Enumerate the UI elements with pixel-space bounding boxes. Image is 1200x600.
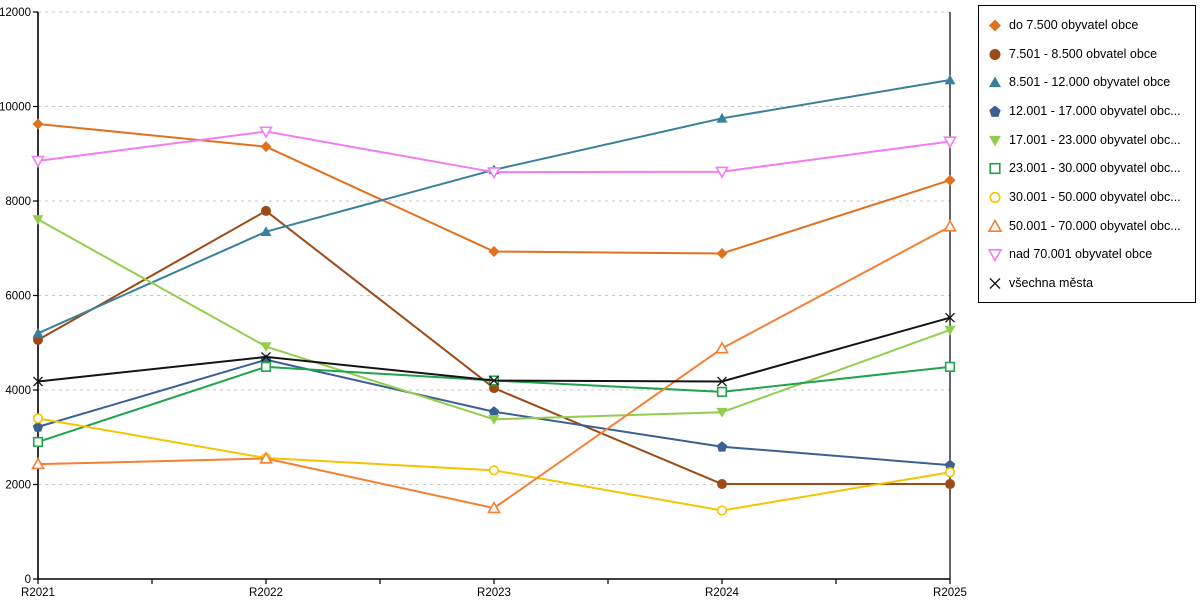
- square-hollow-icon: [989, 163, 1001, 175]
- pentagon-filled-marker: [488, 406, 500, 417]
- legend-item-label: všechna města: [1009, 275, 1094, 290]
- x-cross-marker: [261, 351, 271, 362]
- x-cross-marker: [717, 376, 727, 387]
- triangle-down-filled-marker: [260, 342, 272, 353]
- triangle-down-filled-marker: [716, 407, 728, 418]
- circle-hollow-icon: [989, 191, 1001, 204]
- legend-item-label: 17.001 - 23.000 obyvatel obc...: [1009, 132, 1181, 147]
- diamond-filled-icon: [989, 19, 1001, 32]
- triangle-up-hollow-marker: [715, 341, 729, 354]
- triangle-up-filled-icon: [989, 76, 1001, 88]
- pentagon-filled-marker: [716, 441, 728, 452]
- diamond-filled-marker: [944, 174, 956, 186]
- square-hollow-marker: [32, 436, 44, 448]
- legend-item: nad 70.001 obyvatel obce: [987, 240, 1191, 268]
- circle-filled-icon: [989, 48, 1001, 60]
- diamond-filled-marker: [32, 118, 44, 130]
- x-tick-label: R2025: [933, 587, 967, 599]
- y-tick-label: 4000: [5, 385, 31, 397]
- diamond-filled-marker: [488, 246, 500, 258]
- y-tick-label: 8000: [5, 196, 31, 208]
- circle-hollow-marker: [488, 465, 500, 476]
- y-tick-label: 0: [25, 574, 31, 586]
- triangle-down-hollow-marker: [715, 166, 729, 179]
- square-hollow-marker: [260, 361, 272, 372]
- legend-item-label: 7.501 - 8.500 obvatel obce: [1009, 46, 1158, 61]
- pentagon-filled-icon: [989, 105, 1001, 117]
- circle-filled-marker: [945, 479, 955, 490]
- legend-item-label: nad 70.001 obyvatel obce: [1009, 247, 1153, 262]
- diamond-filled-marker: [716, 247, 728, 259]
- circle-filled-marker: [717, 479, 727, 490]
- pentagon-filled-marker: [32, 421, 44, 432]
- triangle-up-hollow-marker: [31, 457, 45, 470]
- series-line-7: [37, 417, 951, 512]
- triangle-down-filled-icon: [989, 135, 1001, 147]
- circle-hollow-marker: [944, 467, 956, 478]
- triangle-up-filled-marker: [32, 327, 44, 338]
- legend-item: 17.001 - 23.000 obyvatel obc...: [987, 126, 1191, 154]
- square-hollow-marker: [716, 386, 728, 397]
- circle-hollow-marker: [32, 413, 44, 424]
- legend-item-label: 50.001 - 70.000 obyvatel obc...: [1009, 218, 1181, 233]
- triangle-down-hollow-marker: [259, 126, 273, 139]
- legend-item-label: 23.001 - 30.000 obyvatel obc...: [1009, 161, 1181, 176]
- triangle-down-hollow-marker: [31, 155, 45, 168]
- legend-item: 23.001 - 30.000 obyvatel obc...: [987, 154, 1191, 182]
- legend-item: do 7.500 obyvatel obce: [987, 11, 1191, 39]
- legend-item: všechna města: [987, 269, 1191, 297]
- triangle-down-filled-marker: [488, 415, 500, 425]
- triangle-up-hollow-marker: [943, 219, 957, 232]
- y-tick-label: 2000: [5, 480, 31, 492]
- x-cross-marker: [489, 375, 499, 386]
- x-cross-icon: [989, 277, 1001, 289]
- legend-item: 7.501 - 8.500 obvatel obce: [987, 40, 1191, 68]
- triangle-up-filled-marker: [716, 112, 728, 123]
- legend-item: 50.001 - 70.000 obyvatel obc...: [987, 212, 1191, 240]
- triangle-up-hollow-marker: [487, 500, 501, 514]
- legend-item: 30.001 - 50.000 obyvatel obc...: [987, 183, 1191, 211]
- y-tick-label: 12000: [0, 7, 31, 19]
- chart-legend: do 7.500 obyvatel obce 7.501 - 8.500 obva…: [978, 5, 1196, 303]
- x-tick-label: R2024: [705, 587, 739, 599]
- triangle-down-filled-marker: [32, 215, 44, 225]
- x-tick-label: R2023: [477, 587, 511, 599]
- legend-item: 12.001 - 17.000 obyvatel obc...: [987, 97, 1191, 125]
- legend-item-label: 12.001 - 17.000 obyvatel obc...: [1009, 103, 1181, 118]
- series-line-10: [37, 316, 951, 383]
- triangle-down-hollow-icon: [987, 249, 1003, 263]
- x-cross-marker: [33, 376, 43, 387]
- x-cross-marker: [945, 312, 955, 323]
- triangle-up-hollow-icon: [987, 218, 1003, 232]
- circle-filled-marker: [261, 205, 271, 216]
- square-hollow-marker: [944, 361, 956, 372]
- diamond-filled-marker: [260, 141, 272, 153]
- pentagon-filled-marker: [944, 459, 956, 471]
- legend-item-label: 30.001 - 50.000 obyvatel obc...: [1009, 189, 1181, 204]
- y-tick-label: 6000: [5, 291, 31, 303]
- y-tick-label: 10000: [0, 102, 31, 114]
- legend-item-label: 8.501 - 12.000 obyvatel obce: [1009, 75, 1171, 90]
- x-tick-label: R2022: [249, 587, 283, 599]
- triangle-down-hollow-marker: [943, 136, 957, 149]
- circle-hollow-marker: [716, 505, 728, 516]
- legend-item-label: do 7.500 obyvatel obce: [1009, 18, 1139, 32]
- legend-item: 8.501 - 12.000 obyvatel obce: [987, 68, 1191, 96]
- triangle-up-hollow-marker: [259, 451, 273, 464]
- x-tick-label: R2021: [21, 587, 55, 599]
- triangle-down-filled-marker: [944, 325, 956, 336]
- triangle-up-filled-marker: [260, 226, 272, 237]
- triangle-up-filled-marker: [944, 74, 956, 85]
- triangle-down-hollow-marker: [487, 167, 501, 180]
